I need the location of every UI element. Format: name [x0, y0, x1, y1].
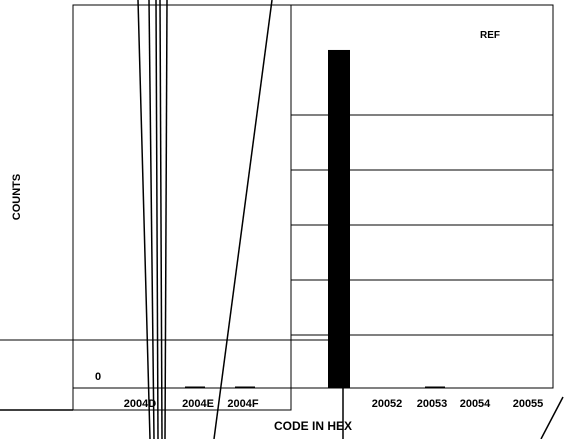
x-tick-label: 2004D	[124, 398, 156, 410]
artifact-line	[540, 396, 564, 439]
artifact-line	[137, 0, 151, 439]
x-tick-label: 20054	[460, 398, 491, 410]
x-tick-label: 2004E	[182, 398, 214, 410]
x-tick-label: 20052	[372, 398, 403, 410]
artifact-line	[155, 0, 159, 439]
artifact-line	[164, 0, 168, 439]
artifact-line	[159, 0, 163, 439]
bar-20051	[328, 49, 350, 388]
bar-2004E	[185, 386, 205, 388]
artifact-line	[148, 0, 155, 439]
x-tick-label: 2004F	[227, 398, 258, 410]
plot-frame-left	[72, 4, 292, 411]
bars	[185, 49, 445, 388]
y-zero-label: 0	[95, 371, 101, 383]
x-tick-label: 20053	[417, 398, 448, 410]
y-axis-label: COUNTS	[11, 174, 23, 220]
artifact-line	[213, 0, 273, 439]
gridlines	[0, 114, 553, 341]
x-tick-labels: 2004D 2004E 2004F 20052 20053 20054 20055	[124, 398, 544, 410]
x-axis-label: CODE IN HEX	[274, 419, 352, 433]
legend-label-ref: REF	[480, 30, 500, 41]
x-tick-label: 20055	[513, 398, 544, 410]
bar-20053	[425, 386, 445, 388]
bar-2004F	[235, 386, 255, 388]
